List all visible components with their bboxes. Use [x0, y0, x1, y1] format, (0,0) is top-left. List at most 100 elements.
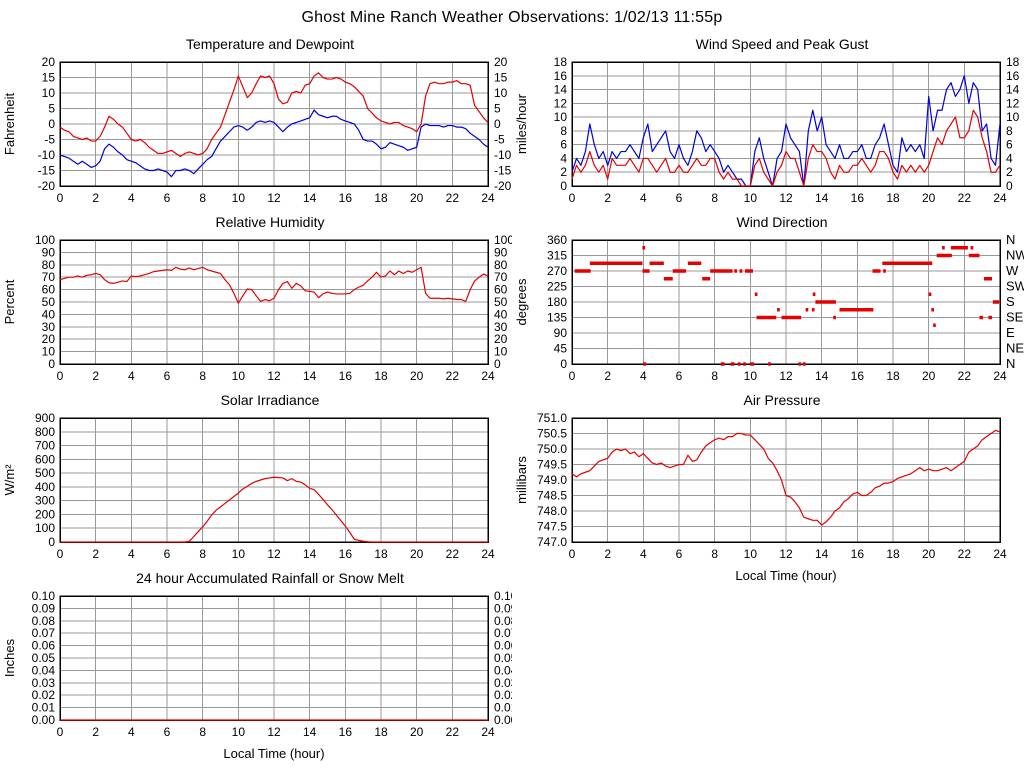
svg-text:20: 20: [410, 369, 424, 383]
chart-title-air-pressure: Air Pressure: [743, 392, 821, 408]
svg-text:20: 20: [922, 547, 936, 561]
chart-air-pressure: Air Pressure 747.0 747.5 748.0 748.5 749.0 74…: [512, 388, 1024, 586]
svg-text:4: 4: [1006, 151, 1013, 165]
svg-text:0: 0: [57, 725, 64, 739]
svg-text:20: 20: [410, 547, 424, 561]
svg-text:0: 0: [57, 191, 64, 205]
svg-text:12: 12: [779, 547, 793, 561]
plot-frame: [571, 239, 1001, 365]
svg-text:200: 200: [35, 507, 55, 521]
svg-text:12: 12: [779, 191, 793, 205]
chart-title-rainfall: 24 hour Accumulated Rainfall or Snow Mel…: [136, 570, 404, 586]
svg-text:15: 15: [42, 71, 56, 85]
svg-text:16: 16: [339, 369, 353, 383]
svg-text:22: 22: [446, 191, 460, 205]
svg-text:0.04: 0.04: [32, 663, 56, 677]
svg-text:0: 0: [57, 369, 64, 383]
svg-text:0.02: 0.02: [32, 688, 56, 702]
svg-text:-20: -20: [494, 179, 512, 193]
svg-text:14: 14: [303, 369, 317, 383]
svg-text:2: 2: [1006, 165, 1013, 179]
svg-text:747.0: 747.0: [537, 535, 567, 549]
svg-text:0.00: 0.00: [494, 713, 512, 727]
svg-text:4: 4: [128, 547, 135, 561]
svg-text:S: S: [1006, 294, 1015, 309]
x-axis-label: Local Time (hour): [223, 746, 324, 761]
svg-text:16: 16: [851, 369, 865, 383]
svg-text:20: 20: [42, 55, 56, 69]
svg-text:22: 22: [446, 547, 460, 561]
svg-text:NE: NE: [1006, 341, 1024, 356]
svg-text:748.0: 748.0: [537, 504, 567, 518]
svg-text:50: 50: [494, 295, 508, 309]
svg-text:500: 500: [35, 466, 55, 480]
svg-text:5: 5: [494, 102, 501, 116]
svg-text:60: 60: [494, 283, 508, 297]
gridlines: [60, 240, 488, 364]
plot-frame: [571, 417, 1001, 543]
svg-text:0.01: 0.01: [494, 701, 512, 715]
right-column: Wind Speed and Peak Gust 0 0 2 2 4 4 6 6 8 8 10 10 1…: [512, 32, 1024, 586]
chart-wind-speed-gust: Wind Speed and Peak Gust 0 0 2 2 4 4 6 6 8 8 10 10 1…: [512, 32, 1024, 210]
svg-text:70: 70: [42, 270, 56, 284]
svg-text:6: 6: [164, 369, 171, 383]
svg-text:18: 18: [374, 369, 388, 383]
svg-text:14: 14: [303, 725, 317, 739]
svg-text:16: 16: [339, 725, 353, 739]
svg-text:14: 14: [303, 191, 317, 205]
left-column: Temperature and Dewpoint -20 -20 -15 -15 -10…: [0, 32, 512, 764]
svg-text:0.09: 0.09: [32, 601, 56, 615]
svg-text:12: 12: [267, 191, 281, 205]
svg-text:12: 12: [267, 547, 281, 561]
svg-text:0.05: 0.05: [32, 651, 56, 665]
svg-text:0: 0: [494, 357, 501, 371]
svg-text:8: 8: [1006, 124, 1013, 138]
svg-text:0: 0: [560, 357, 567, 371]
svg-text:10: 10: [744, 191, 758, 205]
svg-text:0.10: 0.10: [494, 589, 512, 603]
svg-text:0.05: 0.05: [494, 651, 512, 665]
svg-text:12: 12: [554, 96, 568, 110]
svg-text:4: 4: [128, 369, 135, 383]
svg-text:10: 10: [232, 191, 246, 205]
svg-text:748.5: 748.5: [537, 489, 567, 503]
svg-text:800: 800: [35, 425, 55, 439]
svg-text:12: 12: [267, 725, 281, 739]
y-axis-label: W/m²: [2, 464, 17, 496]
svg-text:315: 315: [547, 249, 567, 263]
svg-text:22: 22: [958, 369, 972, 383]
svg-text:20: 20: [410, 191, 424, 205]
svg-text:22: 22: [446, 725, 460, 739]
svg-text:2: 2: [604, 547, 611, 561]
svg-text:180: 180: [547, 295, 567, 309]
svg-text:8: 8: [711, 369, 718, 383]
svg-text:18: 18: [886, 191, 900, 205]
svg-text:100: 100: [35, 233, 55, 247]
svg-text:0: 0: [48, 535, 55, 549]
svg-text:8: 8: [560, 124, 567, 138]
svg-text:8: 8: [199, 725, 206, 739]
svg-text:8: 8: [711, 191, 718, 205]
rainfall-plot: 0.000.000.010.010.020.020.030.030.040.04…: [2, 589, 512, 761]
svg-text:-15: -15: [494, 164, 512, 178]
svg-text:0: 0: [57, 547, 64, 561]
svg-text:0: 0: [560, 179, 567, 193]
svg-text:80: 80: [42, 258, 56, 272]
y-axis-label: Percent: [2, 279, 17, 324]
gridlines: [60, 596, 488, 720]
svg-text:6: 6: [164, 191, 171, 205]
dewpoint-line: [59, 109, 489, 178]
svg-text:12: 12: [779, 369, 793, 383]
svg-text:10: 10: [744, 547, 758, 561]
svg-text:NW: NW: [1006, 248, 1024, 263]
chart-title-wind-speed-gust: Wind Speed and Peak Gust: [695, 36, 869, 52]
svg-text:0: 0: [1006, 179, 1013, 193]
